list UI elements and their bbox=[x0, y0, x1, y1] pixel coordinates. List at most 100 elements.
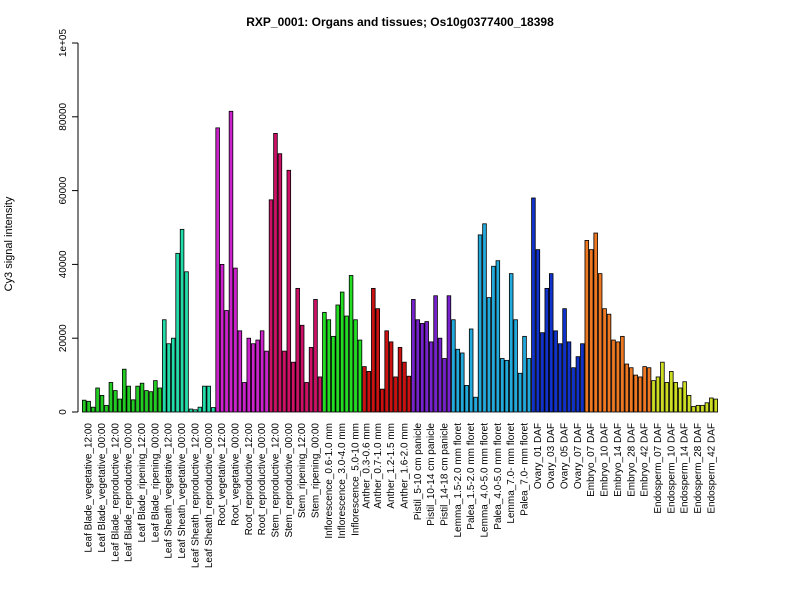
x-tick-label: Lemma_4.0-5.0 mm floret bbox=[480, 423, 491, 538]
bar bbox=[362, 366, 367, 413]
bar bbox=[455, 348, 461, 413]
bar bbox=[117, 398, 123, 413]
bar bbox=[677, 387, 683, 413]
bar bbox=[108, 382, 114, 413]
bar bbox=[566, 341, 572, 413]
bar bbox=[277, 153, 283, 413]
bar bbox=[113, 390, 118, 413]
bar bbox=[540, 332, 545, 413]
bar bbox=[139, 382, 145, 413]
bar bbox=[273, 132, 278, 413]
x-tick-label: Anther_1.2-1.5 mm bbox=[386, 423, 397, 509]
x-tick-label: Stem_reproductive_12:00 bbox=[270, 423, 281, 538]
bar bbox=[344, 315, 349, 413]
bar bbox=[215, 127, 220, 413]
x-tick-label: Pistil_14-18 cm panicle bbox=[439, 423, 450, 526]
bar bbox=[473, 396, 478, 413]
bar bbox=[562, 308, 567, 413]
x-tick-labels: Leaf Blade_vegetative_12:00 Leaf Blade_ve… bbox=[84, 423, 718, 569]
x-tick-label: Root_vegetative_00:00 bbox=[230, 423, 241, 526]
x-tick-label: Leaf Blade_reproductive_00:00 bbox=[124, 423, 135, 562]
bar bbox=[611, 339, 616, 413]
bar bbox=[517, 372, 523, 413]
x-tick-label: Leaf Blade_ripening_00:00 bbox=[150, 423, 161, 543]
x-tick-label: Root_reproductive_00:00 bbox=[257, 423, 268, 536]
bar bbox=[251, 343, 256, 413]
x-tick-label: Leaf Sheath_reproductive_00:00 bbox=[204, 423, 215, 569]
bar bbox=[593, 232, 598, 413]
bar bbox=[531, 197, 536, 413]
bar bbox=[228, 110, 234, 413]
bar bbox=[291, 361, 296, 413]
x-tick-label: Leaf Sheath_reproductive_12:00 bbox=[190, 423, 201, 569]
bar bbox=[299, 324, 305, 413]
bar bbox=[95, 387, 100, 413]
bar bbox=[313, 299, 318, 413]
bar bbox=[335, 304, 340, 413]
bar bbox=[664, 382, 670, 413]
bar bbox=[597, 273, 603, 413]
bar bbox=[682, 381, 687, 413]
x-tick-label: Endosperm_42 DAF bbox=[706, 423, 717, 514]
y-tick-label: 0 bbox=[58, 409, 69, 415]
bar bbox=[482, 223, 487, 413]
bar bbox=[691, 406, 696, 413]
bar bbox=[259, 330, 265, 413]
bar bbox=[388, 341, 394, 413]
bar bbox=[224, 310, 229, 413]
bar bbox=[170, 337, 176, 413]
bar bbox=[353, 319, 358, 413]
bar bbox=[642, 366, 647, 413]
bar bbox=[637, 376, 643, 413]
x-tick-label: Inflorescence_5.0-10 mm bbox=[351, 423, 362, 536]
bar bbox=[197, 406, 203, 413]
x-tick-label: Palea_1.5-2.0 mm floret bbox=[466, 423, 477, 530]
bar bbox=[522, 335, 527, 413]
bar bbox=[415, 319, 421, 413]
y-axis: 0 20000 40000 60000 80000 1e+05 bbox=[58, 29, 79, 415]
bar bbox=[188, 408, 194, 413]
bar bbox=[424, 321, 429, 413]
y-tick-label: 60000 bbox=[58, 176, 69, 204]
bar bbox=[366, 371, 372, 413]
bar bbox=[464, 385, 469, 413]
bar bbox=[437, 337, 443, 413]
bar bbox=[348, 275, 354, 413]
x-tick-label: Endosperm_07 DAF bbox=[653, 423, 664, 514]
bar bbox=[397, 347, 403, 413]
bar bbox=[548, 273, 554, 413]
bar bbox=[304, 382, 309, 413]
bar bbox=[500, 358, 505, 413]
x-tick-label: Stem_ripening_00:00 bbox=[311, 423, 322, 519]
bar bbox=[695, 404, 701, 413]
bar bbox=[144, 390, 149, 413]
x-tick-label: Ovary_03 DAF bbox=[546, 423, 557, 489]
bar bbox=[709, 397, 714, 413]
bar bbox=[153, 380, 158, 413]
bar bbox=[580, 343, 585, 413]
x-tick-label: Anther_0.7-1.0 mm bbox=[373, 423, 384, 509]
x-tick-label: Inflorescence_3.0-4.0 mm bbox=[337, 423, 348, 539]
bar bbox=[179, 228, 185, 413]
bar bbox=[615, 341, 621, 413]
bar bbox=[331, 335, 336, 413]
bar bbox=[655, 376, 661, 413]
bar bbox=[242, 382, 247, 413]
x-tick-label: Ovary_05 DAF bbox=[560, 423, 571, 489]
x-tick-label: Ovary_01 DAF bbox=[533, 423, 544, 489]
bar bbox=[86, 400, 91, 413]
bar bbox=[82, 399, 87, 413]
bar bbox=[295, 287, 300, 413]
bar bbox=[268, 199, 274, 413]
bar bbox=[544, 287, 550, 413]
y-tick-label: 20000 bbox=[58, 324, 69, 352]
bar bbox=[460, 352, 465, 413]
bar bbox=[210, 407, 216, 413]
x-tick-label: Leaf Blade_ripening_12:00 bbox=[137, 423, 148, 543]
x-tick-label: Palea_7.0- mm floret bbox=[520, 423, 531, 516]
bar bbox=[326, 319, 332, 413]
bar bbox=[375, 308, 380, 413]
y-tick-label: 1e+05 bbox=[58, 29, 69, 58]
bar bbox=[202, 385, 207, 413]
bar bbox=[130, 399, 136, 413]
